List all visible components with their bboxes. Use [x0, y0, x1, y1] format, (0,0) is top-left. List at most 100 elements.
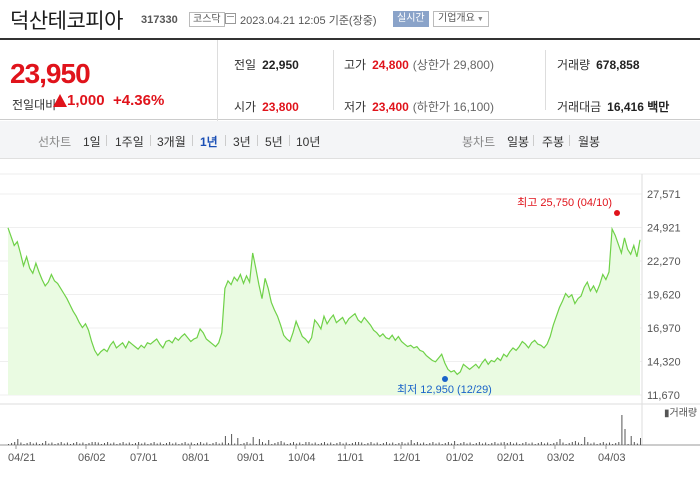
trade-value-cell: 거래대금 16,416 백만 — [557, 98, 669, 115]
volume-bar — [463, 442, 465, 445]
volume-bar — [85, 444, 87, 445]
volume-bar — [373, 443, 375, 445]
quote-info-grid: 전일 22,950 고가 24,800 (상한가 29,800) 거래량 678,858… — [217, 40, 700, 121]
volume-bar — [234, 443, 236, 445]
y-axis: 27,571 24,921 22,270 19,620 16,970 14,320 11,6… — [647, 189, 681, 402]
volume-bar — [265, 443, 267, 445]
volume-bar — [593, 442, 595, 445]
chart-annotations: 최고 25,750 (04/10) 최저 12,950 (12/29) — [397, 196, 620, 396]
x-tick-label: 07/01 — [130, 452, 158, 464]
volume-bar — [605, 443, 607, 445]
period-10y[interactable]: 10년 — [296, 135, 321, 149]
volume-bar — [70, 444, 71, 445]
period-1w[interactable]: 1주일 — [115, 135, 144, 149]
candle-daily[interactable]: 일봉 — [507, 135, 530, 149]
volume-bar — [531, 442, 533, 445]
volume-bar — [497, 443, 499, 445]
volume-bar — [131, 444, 133, 445]
volume-bar — [407, 442, 409, 445]
volume-bar — [336, 443, 338, 445]
divider — [225, 135, 226, 146]
divider — [289, 135, 290, 146]
volume-cell: 거래량 678,858 — [557, 56, 640, 73]
period-5y[interactable]: 5년 — [265, 135, 283, 149]
volume-bar — [395, 444, 397, 445]
volume-bar — [540, 442, 542, 445]
volume-bar — [513, 443, 514, 445]
trade-value-label: 거래대금 — [557, 100, 602, 114]
x-tick-label: 12/01 — [393, 452, 421, 464]
volume-bar — [166, 443, 167, 445]
volume-bar — [345, 442, 347, 445]
volume-bar — [426, 444, 428, 445]
y-tick-label: 27,571 — [647, 189, 681, 201]
prev-close-cell: 전일 22,950 — [234, 56, 299, 73]
max-marker — [614, 210, 620, 216]
volume-bar — [320, 443, 322, 445]
company-overview-button[interactable]: 기업개요 ▼ — [433, 11, 489, 27]
volume-bar — [246, 442, 248, 445]
volume-bar — [110, 443, 112, 445]
volume-bar — [327, 443, 329, 445]
volume-bar — [82, 442, 84, 445]
volume-bar — [537, 443, 539, 445]
volume-bar — [339, 442, 341, 445]
volume-bar — [348, 444, 350, 445]
period-3m[interactable]: 3개월 — [157, 135, 186, 149]
volume-bar — [596, 444, 598, 445]
volume-bar — [633, 442, 635, 445]
volume-bar — [178, 444, 180, 445]
volume-bar — [153, 442, 155, 445]
volume-bar — [525, 442, 527, 445]
volume-bar — [528, 443, 530, 445]
change-label: 전일대비 — [12, 98, 57, 112]
volume-bar — [60, 442, 62, 445]
volume-bar — [519, 444, 521, 445]
period-3y[interactable]: 3년 — [233, 135, 251, 149]
volume-bar — [76, 442, 78, 445]
volume-bar — [237, 438, 239, 445]
volume-bar — [627, 444, 629, 445]
period-1d[interactable]: 1일 — [83, 135, 101, 149]
volume-bar — [39, 444, 40, 445]
volume-bar — [475, 443, 477, 445]
y-tick-label: 22,270 — [647, 256, 681, 268]
volume-bar — [73, 443, 75, 445]
volume-legend-label: ▮거래량 — [664, 407, 697, 419]
stock-name: 덕산테코피아 — [10, 10, 123, 33]
volume-bar — [584, 437, 586, 445]
y-tick-label: 24,921 — [647, 223, 681, 235]
volume-bar — [97, 442, 99, 445]
volume-bar — [444, 443, 446, 445]
volume-bar — [367, 443, 369, 445]
volume-bar — [228, 443, 229, 445]
realtime-button[interactable]: 실시간 — [393, 11, 429, 27]
divider — [569, 135, 570, 146]
volume-bar — [547, 442, 549, 445]
volume-bar — [398, 443, 400, 445]
open-value: 23,800 — [262, 100, 299, 114]
prev-close-value: 22,950 — [262, 58, 299, 72]
candle-weekly[interactable]: 주봉 — [542, 135, 565, 149]
change-amount: 1,000 — [67, 92, 105, 109]
y-tick-label: 14,320 — [647, 357, 681, 369]
quote-datetime: 2023.04.21 12:05 기준(장중) — [240, 15, 377, 27]
volume-bar — [317, 444, 319, 445]
volume-bar — [562, 442, 564, 445]
volume-bar — [305, 442, 307, 445]
volume-bar — [574, 441, 576, 445]
volume-bar — [243, 443, 245, 445]
price-chart[interactable]: 27,571 24,921 22,270 19,620 16,970 14,320 11,6… — [0, 160, 700, 481]
candle-monthly[interactable]: 월봉 — [578, 135, 601, 149]
volume-bar — [283, 442, 285, 445]
low-label: 저가 — [344, 100, 367, 114]
volume-bar — [361, 442, 363, 445]
volume-bar — [231, 434, 233, 445]
volume-bar — [624, 429, 626, 445]
volume-bar — [218, 443, 220, 445]
volume-bar — [150, 443, 152, 445]
volume-bar — [91, 442, 93, 445]
x-tick-label: 01/02 — [446, 452, 474, 464]
period-1y[interactable]: 1년 — [200, 135, 218, 149]
volume-bar — [590, 443, 592, 445]
